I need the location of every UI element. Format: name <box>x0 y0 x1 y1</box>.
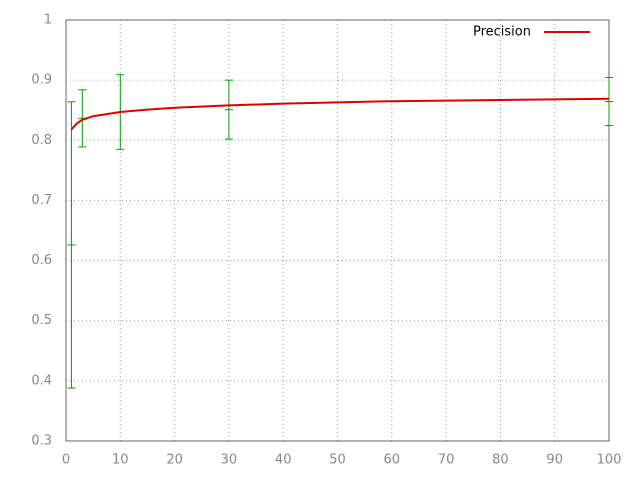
x-tick-label: 20 <box>166 453 183 468</box>
plot-border <box>65 19 610 442</box>
x-tick-label: 80 <box>492 453 509 468</box>
x-tick-label: 60 <box>384 453 401 468</box>
x-tick-label: 70 <box>438 453 455 468</box>
x-tick-label: 90 <box>546 453 563 468</box>
y-tick-label: 0.9 <box>31 73 52 88</box>
x-tick-label: 50 <box>329 453 346 468</box>
x-tick-label: 10 <box>112 453 129 468</box>
x-tick-label: 40 <box>275 453 292 468</box>
x-tick-label: 30 <box>221 453 238 468</box>
x-tick-label: 0 <box>62 453 70 468</box>
y-tick-label: 0.7 <box>31 193 52 208</box>
y-tick-label: 1 <box>44 13 52 28</box>
y-tick-label: 0.4 <box>31 373 52 388</box>
y-tick-label: 0.3 <box>31 434 52 449</box>
y-tick-label: 0.5 <box>31 313 52 328</box>
error-bar <box>605 76 613 127</box>
legend-label: Precision <box>473 25 531 40</box>
y-tick-label: 0.8 <box>31 133 52 148</box>
error-bar <box>67 101 76 389</box>
x-tick-label: 100 <box>597 453 622 468</box>
error-bar <box>224 79 233 140</box>
y-tick-label: 0.6 <box>31 253 52 268</box>
line-series <box>70 97 610 131</box>
